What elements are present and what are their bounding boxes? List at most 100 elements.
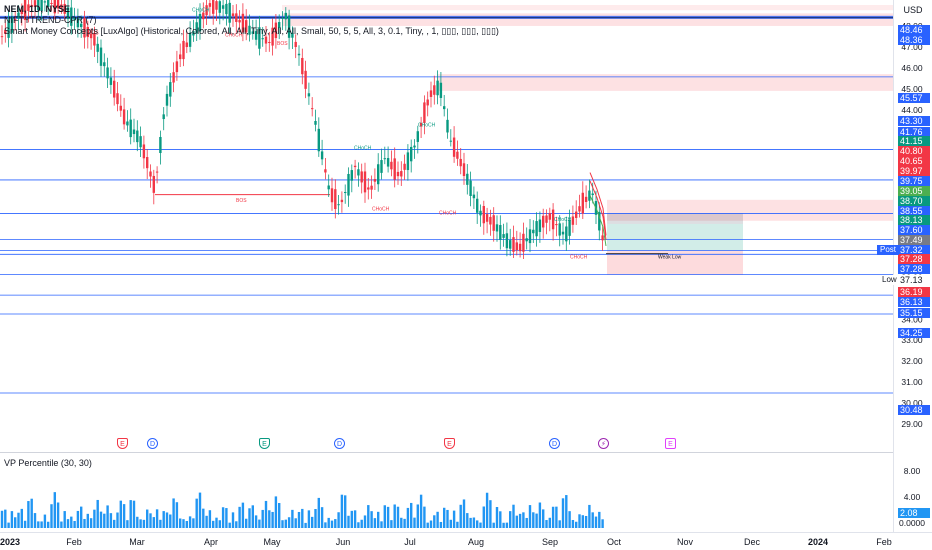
volume-bar	[380, 521, 383, 528]
volume-bar	[522, 512, 525, 528]
earnings-event-icon[interactable]: E	[117, 438, 128, 449]
candle-body	[103, 62, 106, 67]
candle-body	[56, 0, 60, 9]
volume-bar	[182, 519, 185, 528]
volume-bar	[103, 513, 106, 528]
volume-bar	[492, 522, 495, 528]
candle-body	[60, 4, 63, 8]
candle-body	[155, 171, 159, 173]
volume-bar	[169, 514, 172, 528]
candle-body	[571, 216, 575, 225]
candle-body	[271, 27, 274, 46]
candle-body	[383, 158, 386, 160]
candle-body	[489, 216, 492, 225]
volume-bar	[10, 511, 14, 528]
volume-bar	[525, 517, 528, 528]
dividend-event-icon[interactable]: D	[549, 438, 560, 449]
candle-body	[386, 158, 390, 167]
candle-body	[518, 243, 522, 252]
volume-bar	[37, 521, 40, 528]
volume-bar	[33, 513, 37, 528]
earnings-event-icon[interactable]: E	[665, 438, 676, 449]
price-tick: 32.00	[901, 356, 923, 366]
volume-bar	[225, 508, 228, 528]
candle-body	[406, 152, 410, 171]
price-tick: 33.00	[901, 335, 923, 345]
volume-bar	[588, 504, 591, 528]
volume-bar	[297, 511, 301, 528]
candle-body	[584, 196, 588, 202]
candle-body	[116, 93, 119, 105]
candle-body	[208, 3, 212, 7]
price-tick: 46.00	[901, 63, 923, 73]
volume-bar	[334, 519, 337, 528]
candle-body	[304, 70, 307, 89]
candle-body	[373, 179, 377, 182]
candle-body	[221, 5, 225, 9]
volume-bar	[43, 514, 47, 528]
currency-label[interactable]: USD	[903, 5, 923, 15]
time-axis-label: Feb	[66, 537, 82, 547]
volume-bar	[360, 519, 363, 528]
volume-bar	[423, 506, 426, 528]
volume-bar	[528, 505, 532, 528]
volume-bar	[456, 521, 459, 528]
volume-bar	[396, 506, 400, 528]
volume-bar	[245, 518, 248, 528]
candle-body	[532, 229, 535, 234]
volume-bar	[80, 506, 83, 528]
volume-bar	[330, 520, 334, 528]
price-chart-canvas[interactable]: BOS BOS BOS CHoCH CHoCH CHoCH CHoCH CHoCH CHoCH C…	[0, 0, 893, 532]
candle-body	[340, 199, 344, 203]
volume-bar	[254, 515, 258, 528]
candle-body	[330, 188, 334, 203]
volume-bar	[99, 511, 103, 528]
volume-bar	[66, 519, 70, 528]
volume-bar	[532, 512, 535, 528]
volume-bar	[413, 517, 416, 528]
candle-body	[443, 106, 446, 110]
candle-body	[528, 229, 532, 244]
side-label: Low	[879, 275, 900, 285]
candle-body	[99, 47, 103, 66]
dividend-event-icon[interactable]: D	[334, 438, 345, 449]
price-tag: 48.46	[898, 25, 930, 35]
volume-bar	[261, 509, 264, 528]
earnings-event-icon[interactable]: E	[259, 438, 270, 449]
volume-bar	[241, 502, 245, 528]
dividend-event-icon[interactable]: D	[147, 438, 158, 449]
volume-bar	[301, 508, 304, 528]
volume-bar	[340, 494, 344, 528]
candle-body	[10, 16, 14, 33]
symbol-legend[interactable]: NEM, 1D, NYSE	[4, 4, 70, 15]
candle-body	[436, 80, 439, 96]
candle-body	[162, 114, 165, 120]
volume-bar	[403, 518, 406, 528]
cpr-line-upper	[589, 172, 607, 236]
candle-body	[495, 224, 499, 232]
price-tick: 44.00	[901, 105, 923, 115]
candle-body	[317, 128, 320, 152]
choch-label: CHoCH	[372, 206, 390, 212]
candle-body	[485, 214, 489, 222]
candle-body	[47, 0, 50, 8]
volume-bar	[512, 504, 515, 528]
cpr-line-mid	[589, 180, 607, 240]
candle-body	[83, 18, 86, 38]
volume-bar	[109, 513, 113, 528]
candle-body	[416, 131, 419, 142]
volume-bar	[601, 519, 604, 528]
indicator-legend-cpr[interactable]: NIFTYTREND-CPR (7)	[4, 15, 97, 26]
candle-body	[159, 136, 162, 154]
indicator-legend-smc[interactable]: Smart Money Concepts [LuxAlgo] (Historic…	[4, 26, 499, 37]
volume-bar	[83, 518, 86, 528]
candle-body	[396, 171, 400, 177]
choch-label: CHoCH	[570, 254, 588, 260]
volume-pane-legend[interactable]: VP Percentile (30, 30)	[4, 458, 92, 468]
volume-bar	[390, 520, 393, 528]
pane-separator[interactable]	[0, 452, 893, 453]
earnings-event-icon[interactable]: E	[444, 438, 455, 449]
split-event-icon[interactable]: ⚡	[598, 438, 609, 449]
candle-body	[182, 40, 185, 60]
